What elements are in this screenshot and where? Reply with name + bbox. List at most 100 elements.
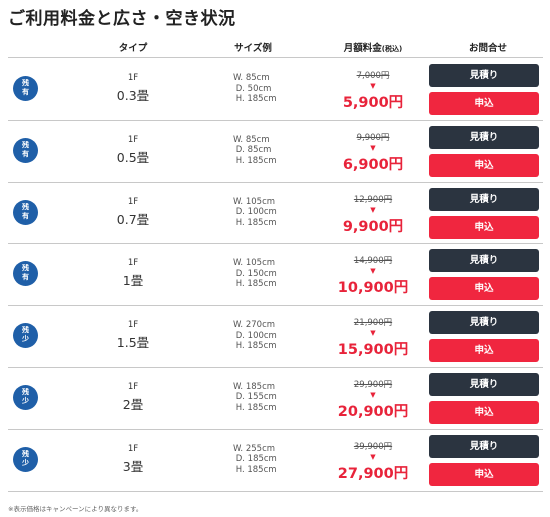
old-price: 7,000円 xyxy=(356,71,390,81)
height-label: H. xyxy=(235,279,245,290)
area-label: 1畳 xyxy=(122,273,144,289)
badge-char: 残 xyxy=(22,202,29,211)
size-dimensions: W. 85cm D. 50cm H. 185cm xyxy=(233,73,277,105)
width-value: 85cm xyxy=(245,134,270,145)
price-cell: 12,900円 ▼ 9,900円 xyxy=(323,193,423,236)
old-price: 14,900円 xyxy=(353,256,393,267)
height-label: H. xyxy=(235,94,245,104)
width-label: W. xyxy=(233,73,244,83)
quote-button[interactable]: 見積り xyxy=(429,372,539,396)
availability-badge: 残有 xyxy=(13,76,38,101)
width-value: 85cm xyxy=(245,73,270,83)
width-label: W. xyxy=(233,320,244,331)
badge-char: 少 xyxy=(22,335,29,344)
down-arrow-icon: ▼ xyxy=(370,452,376,461)
header-type: タイプ xyxy=(118,43,148,54)
size-dimensions: W. 185cm D. 155cm H. 185cm xyxy=(233,382,277,414)
depth-value: 50cm xyxy=(247,83,272,94)
depth-label: D. xyxy=(235,330,245,341)
width-label: W. xyxy=(233,134,244,145)
depth-label: D. xyxy=(235,83,245,94)
size-dimensions: W. 105cm D. 100cm H. 185cm xyxy=(233,197,277,229)
down-arrow-icon: ▼ xyxy=(370,267,376,276)
table-row: 残少 1F 2畳 W. 185cm D. 155cm H. 185cm 29,90… xyxy=(8,368,543,430)
apply-button[interactable]: 申込 xyxy=(429,400,539,424)
header-price: 月額料金(税込) xyxy=(328,40,418,54)
depth-label: D. xyxy=(235,454,245,465)
down-arrow-icon: ▼ xyxy=(370,329,376,338)
availability-badge: 残有 xyxy=(13,137,38,163)
badge-char: 有 xyxy=(22,88,29,96)
depth-label: D. xyxy=(235,207,245,218)
floor-label: 1F xyxy=(127,134,139,145)
height-value: 185cm xyxy=(247,279,277,290)
area-label: 3畳 xyxy=(122,458,144,474)
width-value: 105cm xyxy=(245,196,276,207)
quote-button[interactable]: 見積り xyxy=(429,64,539,87)
quote-button[interactable]: 見積り xyxy=(429,187,539,211)
table-row: 残少 1F 1.5畳 W. 270cm D. 100cm H. 185cm 21,… xyxy=(8,306,543,368)
unit-type: 1F 0.5畳 xyxy=(103,135,163,166)
badge-char: 有 xyxy=(22,273,29,282)
size-dimensions: W. 255cm D. 185cm H. 185cm xyxy=(233,444,277,476)
width-value: 270cm xyxy=(245,320,276,331)
unit-type: 1F 0.7畳 xyxy=(103,197,163,228)
old-price: 21,900円 xyxy=(353,318,393,329)
pricing-table: 残有 1F 0.3畳 W. 85cm D. 50cm H. 185cm 7,000… xyxy=(8,59,543,492)
quote-button[interactable]: 見積り xyxy=(429,434,539,458)
apply-button[interactable]: 申込 xyxy=(429,92,539,115)
width-value: 105cm xyxy=(245,258,276,269)
apply-button[interactable]: 申込 xyxy=(429,215,539,239)
down-arrow-icon: ▼ xyxy=(370,205,376,214)
page-title: ご利用料金と広さ・空き状況 xyxy=(8,9,236,29)
area-label: 2畳 xyxy=(122,396,144,412)
unit-type: 1F 3畳 xyxy=(103,444,163,475)
quote-button[interactable]: 見積り xyxy=(429,249,539,273)
apply-button[interactable]: 申込 xyxy=(429,153,539,177)
unit-type: 1F 1.5畳 xyxy=(103,320,163,351)
old-price: 39,900円 xyxy=(353,441,393,452)
depth-value: 85cm xyxy=(247,145,272,156)
depth-value: 100cm xyxy=(247,207,277,218)
height-value: 185cm xyxy=(247,217,277,228)
footnote: ※表示価格はキャンペーンにより異なります。 xyxy=(8,505,143,513)
depth-value: 100cm xyxy=(247,330,277,341)
old-price: 12,900円 xyxy=(353,194,393,205)
depth-value: 185cm xyxy=(247,454,277,465)
unit-type: 1F 0.3畳 xyxy=(103,73,163,104)
size-dimensions: W. 270cm D. 100cm H. 185cm xyxy=(233,320,277,352)
area-label: 0.7畳 xyxy=(116,211,150,227)
quote-button[interactable]: 見積り xyxy=(429,311,539,335)
height-value: 185cm xyxy=(247,94,277,104)
floor-label: 1F xyxy=(127,258,139,269)
price-cell: 29,900円 ▼ 20,900円 xyxy=(323,378,423,421)
unit-type: 1F 1畳 xyxy=(103,258,163,289)
header-price-note: (税込) xyxy=(381,45,403,53)
width-label: W. xyxy=(233,443,244,454)
table-row: 残有 1F 0.3畳 W. 85cm D. 50cm H. 185cm 7,000… xyxy=(8,59,543,121)
height-value: 185cm xyxy=(247,402,277,413)
availability-badge: 残少 xyxy=(13,446,38,472)
new-price: 10,900円 xyxy=(337,280,409,297)
badge-char: 少 xyxy=(22,396,29,405)
width-label: W. xyxy=(233,196,244,207)
height-label: H. xyxy=(235,341,245,352)
height-label: H. xyxy=(235,402,245,413)
quote-button[interactable]: 見積り xyxy=(429,125,539,149)
floor-label: 1F xyxy=(127,381,139,392)
apply-button[interactable]: 申込 xyxy=(429,462,539,486)
table-row: 残有 1F 0.5畳 W. 85cm D. 85cm H. 185cm 9,900… xyxy=(8,121,543,183)
width-label: W. xyxy=(233,381,244,392)
new-price: 5,900円 xyxy=(342,95,404,111)
header-size: サイズ例 xyxy=(234,43,272,54)
badge-char: 残 xyxy=(22,387,29,396)
area-label: 0.5畳 xyxy=(116,149,150,165)
header-contact: お問合せ xyxy=(468,43,507,54)
size-dimensions: W. 105cm D. 150cm H. 185cm xyxy=(233,258,277,290)
badge-char: 有 xyxy=(22,211,29,220)
height-value: 185cm xyxy=(247,155,277,166)
header-price-label: 月額料金 xyxy=(343,43,382,54)
apply-button[interactable]: 申込 xyxy=(429,277,539,301)
apply-button[interactable]: 申込 xyxy=(429,339,539,363)
table-header: タイプ サイズ例 月額料金(税込) お問合せ xyxy=(8,36,543,58)
